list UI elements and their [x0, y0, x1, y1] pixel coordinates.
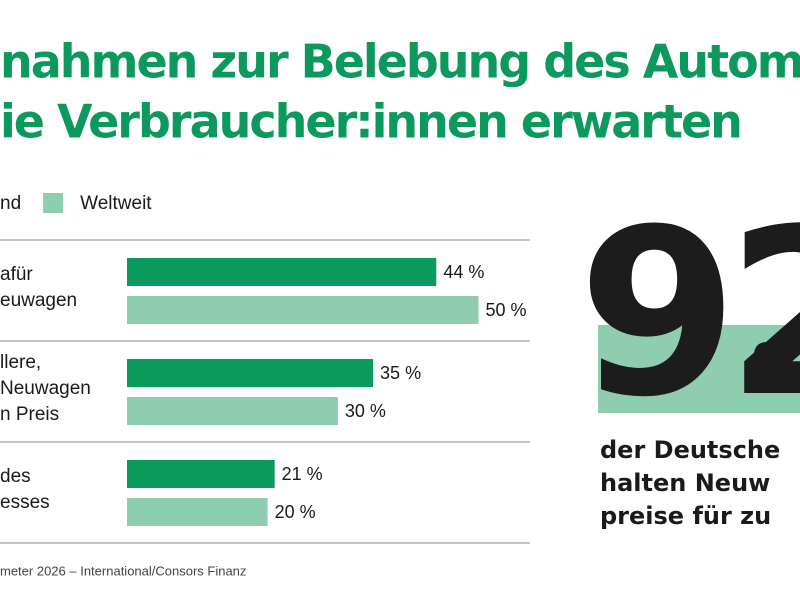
callout-text: halten Neuw	[600, 469, 770, 497]
bar	[127, 460, 275, 488]
callout-text: preise für zu	[600, 502, 771, 530]
bar	[127, 258, 437, 286]
callout-band	[598, 325, 800, 413]
bar	[127, 359, 374, 387]
value-label: 35 %	[380, 363, 421, 383]
category-label: des	[0, 466, 31, 487]
legend-label: Weltweit	[80, 193, 152, 214]
value-label: 30 %	[345, 401, 386, 421]
bar	[127, 498, 268, 526]
bar	[127, 397, 338, 425]
category-label: Neuwagen	[0, 378, 91, 399]
value-label: 44 %	[443, 262, 484, 282]
value-label: 21 %	[282, 464, 323, 484]
category-label: llere,	[0, 352, 41, 373]
title-line: ie Verbraucher:innen erwarten	[0, 95, 741, 149]
category-label: esses	[0, 492, 50, 513]
callout-text: der Deutsche	[600, 436, 780, 464]
value-label: 50 %	[486, 300, 527, 320]
legend-label: nd	[0, 193, 21, 214]
callout-number: 92	[578, 181, 800, 448]
value-label: 20 %	[275, 502, 316, 522]
category-label: euwagen	[0, 290, 77, 311]
category-label: afür	[0, 264, 33, 285]
callout-unit: %	[752, 332, 800, 406]
category-label: n Preis	[0, 404, 59, 425]
legend-swatch	[43, 193, 64, 213]
source: meter 2026 – International/Consors Finan…	[0, 563, 246, 578]
bar	[127, 296, 479, 324]
title-line: nahmen zur Belebung des Automa	[0, 35, 800, 89]
